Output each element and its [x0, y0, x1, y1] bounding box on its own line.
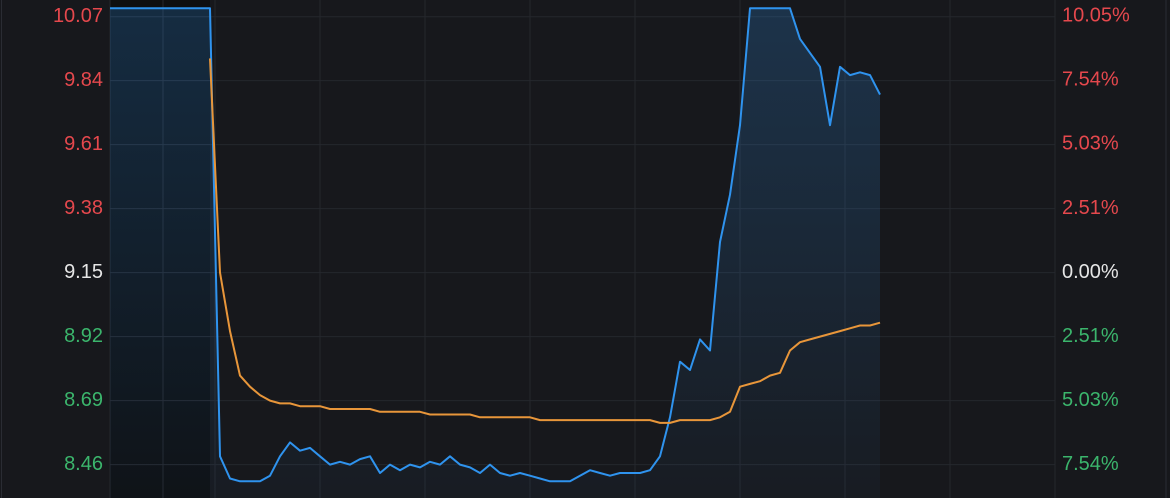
y2-tick-label: 0.00% [1062, 261, 1119, 283]
y-tick-label: 9.84 [64, 69, 103, 91]
y-tick-label: 8.92 [64, 325, 103, 347]
series-line [209, 58, 881, 424]
y2-tick-label: 10.05% [1062, 5, 1130, 27]
y2-tick-label: 7.54% [1062, 453, 1119, 475]
y-tick-label: 9.61 [64, 133, 103, 155]
y-tick-label: 9.38 [64, 197, 103, 219]
y-tick-label: 8.46 [64, 453, 103, 475]
y2-tick-label: 2.51% [1062, 197, 1119, 219]
vertical-grid [109, 0, 1056, 498]
price-area [110, 8, 880, 498]
y-tick-label: 10.07 [53, 5, 103, 27]
y2-tick-label: 5.03% [1062, 133, 1119, 155]
y2-tick-label: 5.03% [1062, 389, 1119, 411]
series-line [110, 7, 881, 483]
y-tick-label: 8.69 [64, 389, 103, 411]
y2-tick-label: 2.51% [1062, 325, 1119, 347]
plot: 10.07 9.84 9.61 9.38 9.15 8.92 8.69 8.46 10.05% 7… [53, 5, 1130, 498]
y-tick-label: 9.15 [64, 261, 103, 283]
y2-tick-label: 7.54% [1062, 69, 1119, 91]
